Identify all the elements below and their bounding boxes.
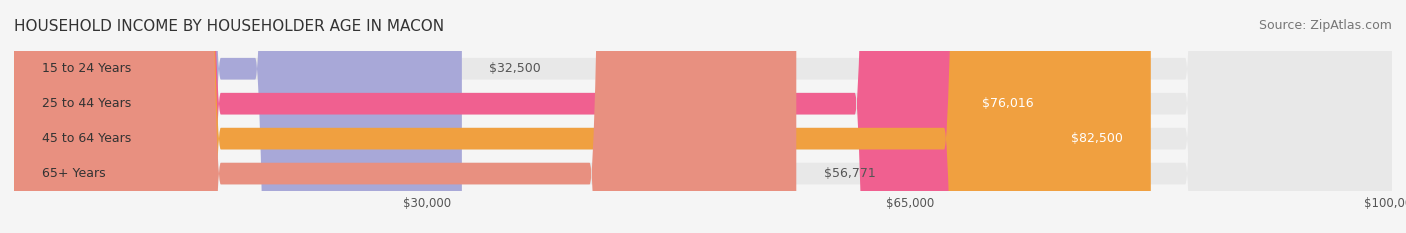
Text: 45 to 64 Years: 45 to 64 Years bbox=[42, 132, 131, 145]
Text: Source: ZipAtlas.com: Source: ZipAtlas.com bbox=[1258, 19, 1392, 32]
FancyBboxPatch shape bbox=[14, 0, 1392, 233]
Text: $76,016: $76,016 bbox=[983, 97, 1033, 110]
FancyBboxPatch shape bbox=[14, 0, 1062, 233]
Text: HOUSEHOLD INCOME BY HOUSEHOLDER AGE IN MACON: HOUSEHOLD INCOME BY HOUSEHOLDER AGE IN M… bbox=[14, 19, 444, 34]
Text: $56,771: $56,771 bbox=[824, 167, 876, 180]
FancyBboxPatch shape bbox=[14, 0, 1152, 233]
Text: 65+ Years: 65+ Years bbox=[42, 167, 105, 180]
FancyBboxPatch shape bbox=[14, 0, 796, 233]
Text: $82,500: $82,500 bbox=[1071, 132, 1123, 145]
Text: 15 to 24 Years: 15 to 24 Years bbox=[42, 62, 131, 75]
Text: 25 to 44 Years: 25 to 44 Years bbox=[42, 97, 131, 110]
Text: $32,500: $32,500 bbox=[489, 62, 541, 75]
FancyBboxPatch shape bbox=[14, 0, 463, 233]
FancyBboxPatch shape bbox=[14, 0, 1392, 233]
FancyBboxPatch shape bbox=[14, 0, 1392, 233]
FancyBboxPatch shape bbox=[14, 0, 1392, 233]
